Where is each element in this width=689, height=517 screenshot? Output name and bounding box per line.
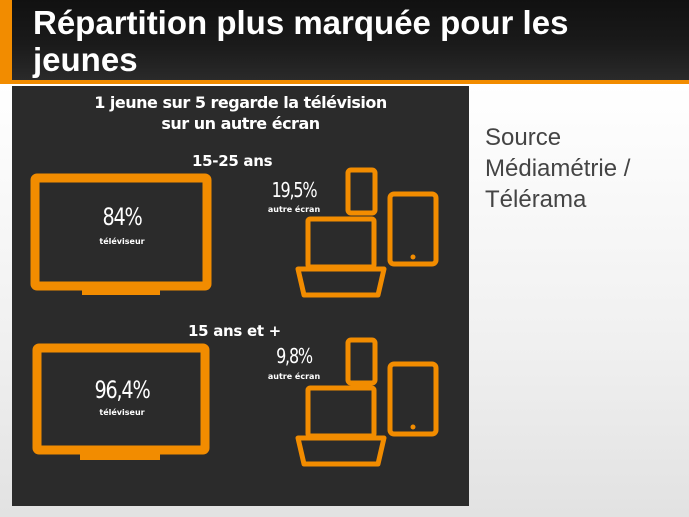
source-line-3: Télérama	[485, 186, 587, 213]
tv-label-15-25: téléviseur	[99, 237, 145, 246]
infographic-headline: 1 jeune sur 5 regarde la télévision sur …	[12, 92, 469, 134]
other-percent-15-plus: 9,8%	[276, 344, 313, 368]
source-line-1: Source	[485, 124, 562, 151]
laptop-icon	[295, 385, 387, 467]
headline-line-1: 1 jeune sur 5 regarde la télévision	[94, 93, 387, 112]
tv-icon	[30, 173, 212, 295]
tv-icon	[32, 343, 210, 460]
other-percent-15-25: 19,5%	[271, 178, 318, 202]
tablet-icon	[387, 191, 439, 267]
tv-percent-15-plus: 96,4%	[94, 376, 151, 404]
other-label-15-25: autre écran	[267, 205, 321, 214]
group-label-15-plus: 15 ans et +	[188, 322, 281, 340]
source-line-2: Médiamétrie /	[485, 155, 631, 182]
tv-percent-15-25: 84%	[102, 203, 142, 231]
device-icons	[30, 167, 439, 467]
title-divider	[0, 80, 689, 84]
source-citation: Source Médiamétrie / Télérama	[485, 122, 685, 215]
other-label-15-plus: autre écran	[267, 372, 321, 381]
title-accent-stripe	[0, 0, 12, 80]
phone-icon	[345, 167, 378, 216]
headline-line-2: sur un autre écran	[161, 114, 320, 133]
slide-title: Répartition plus marquée pour les jeunes	[33, 4, 569, 78]
tv-label-15-plus: téléviseur	[99, 408, 145, 417]
laptop-icon	[295, 216, 387, 298]
tablet-icon	[387, 361, 439, 437]
phone-icon	[345, 337, 378, 386]
group-label-15-25: 15-25 ans	[192, 152, 273, 170]
slide-title-bar: Répartition plus marquée pour les jeunes	[0, 0, 689, 80]
